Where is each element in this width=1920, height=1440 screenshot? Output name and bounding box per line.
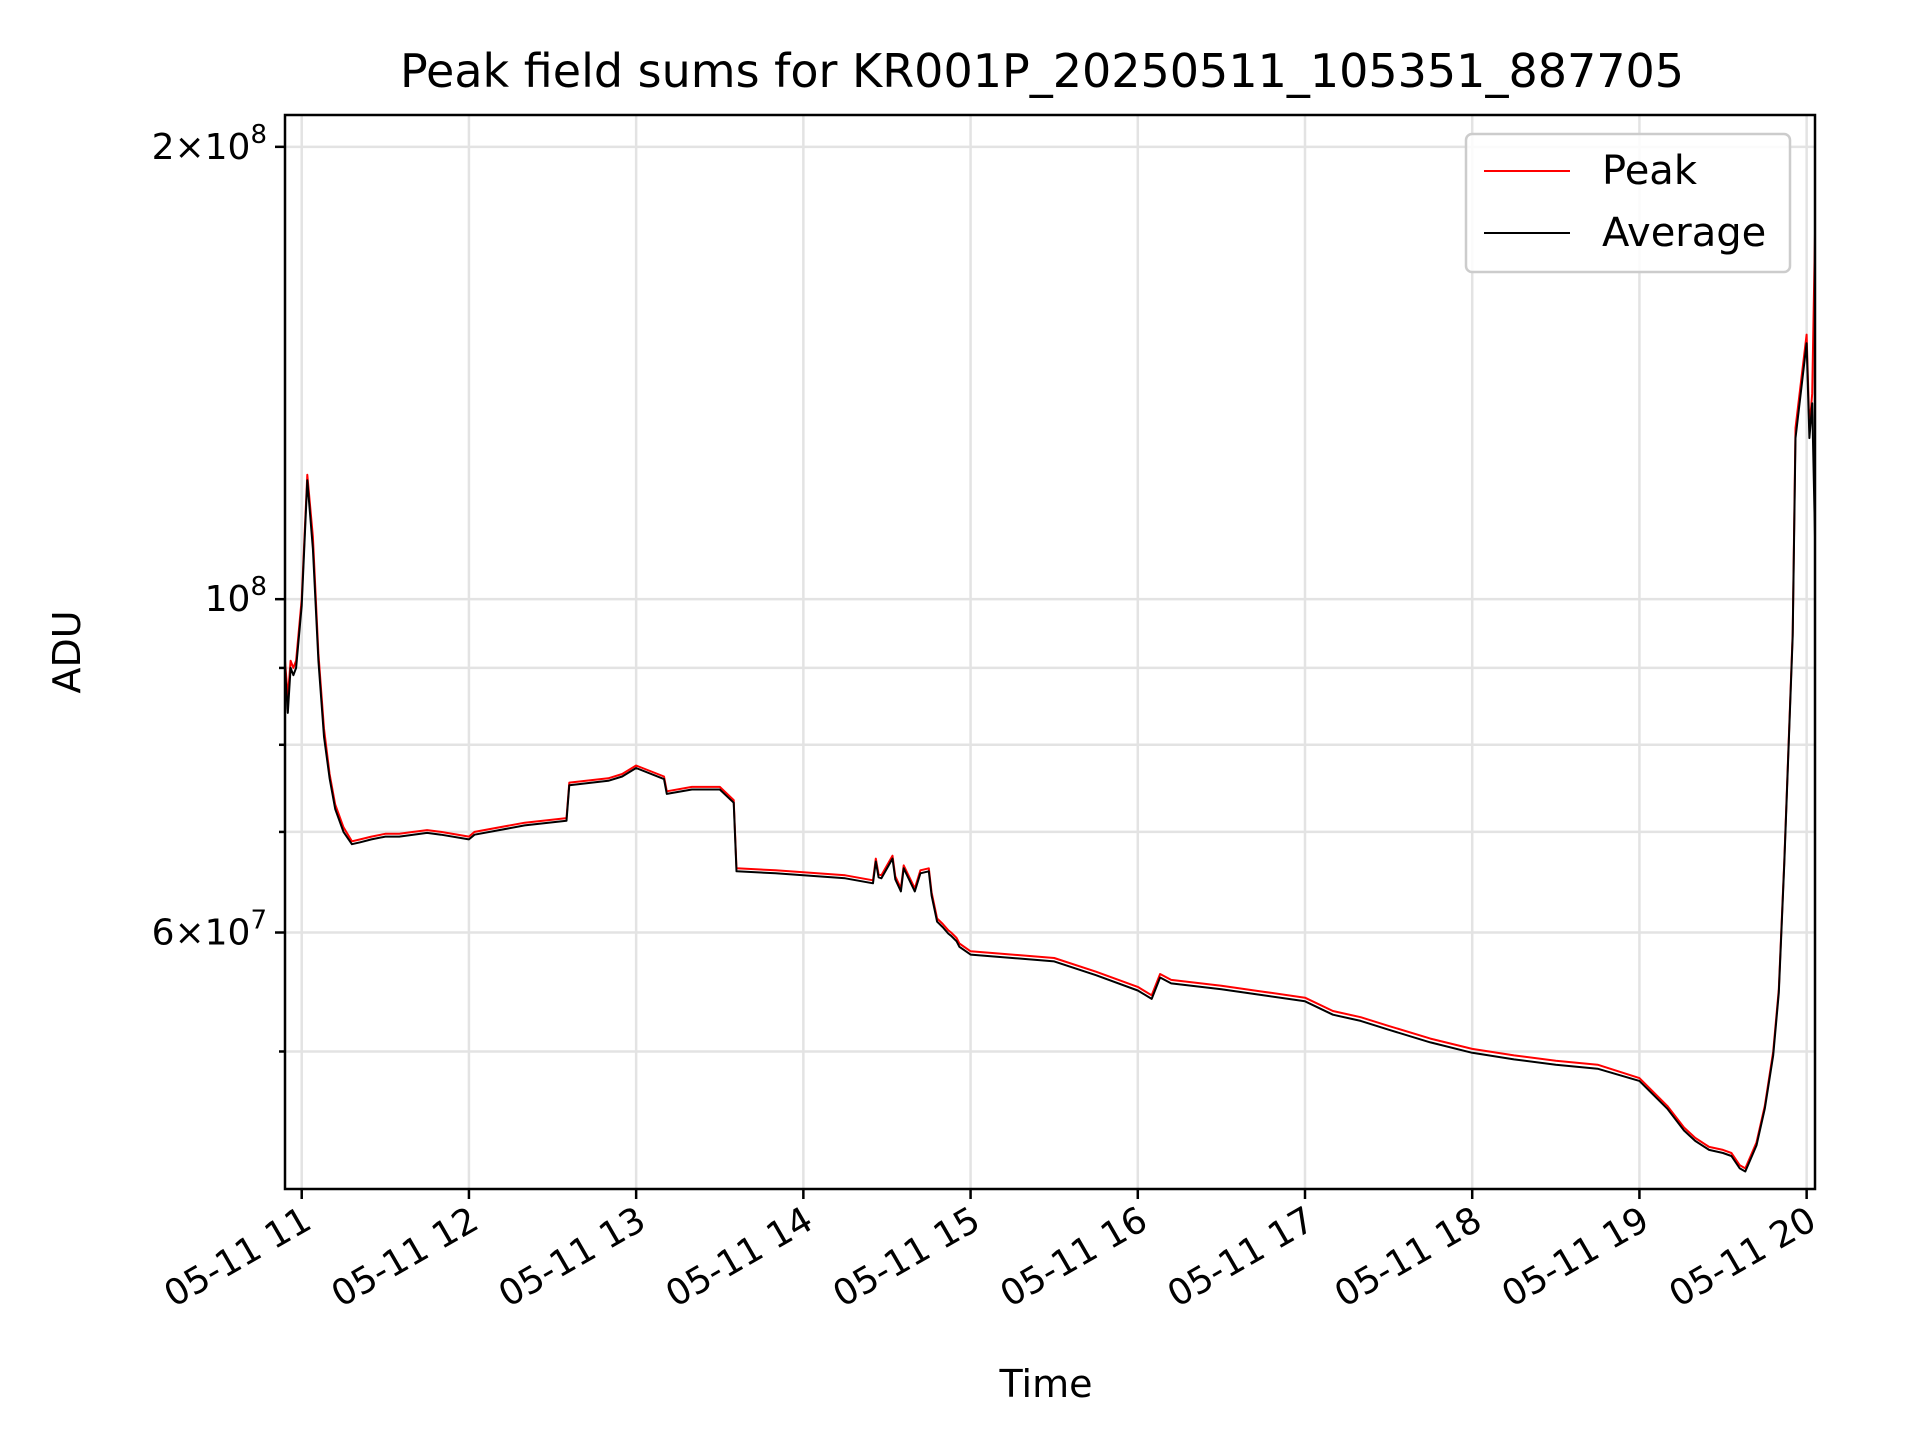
plot-frame [283, 113, 1817, 1191]
chart-title: Peak field sums for KR001P_20250511_1053… [400, 44, 1684, 98]
y-tick-label: 2×108 [152, 120, 267, 168]
y-tick-label: 6×107 [152, 906, 267, 954]
series-line-average [285, 342, 1815, 1173]
legend-box [1464, 132, 1792, 274]
y-axis-ticks: 2×108 108 6×107 [152, 120, 285, 1053]
series-lines [285, 233, 1815, 1173]
series-line-peak [285, 233, 1815, 1170]
y-tick-label: 108 [205, 572, 267, 620]
x-axis-label: Time [999, 1362, 1093, 1406]
legend-average-label: Average [1602, 210, 1766, 256]
y-axis-label: ADU [45, 610, 89, 693]
legend: Peak Average [1464, 132, 1792, 274]
legend-peak-label: Peak [1602, 148, 1698, 194]
